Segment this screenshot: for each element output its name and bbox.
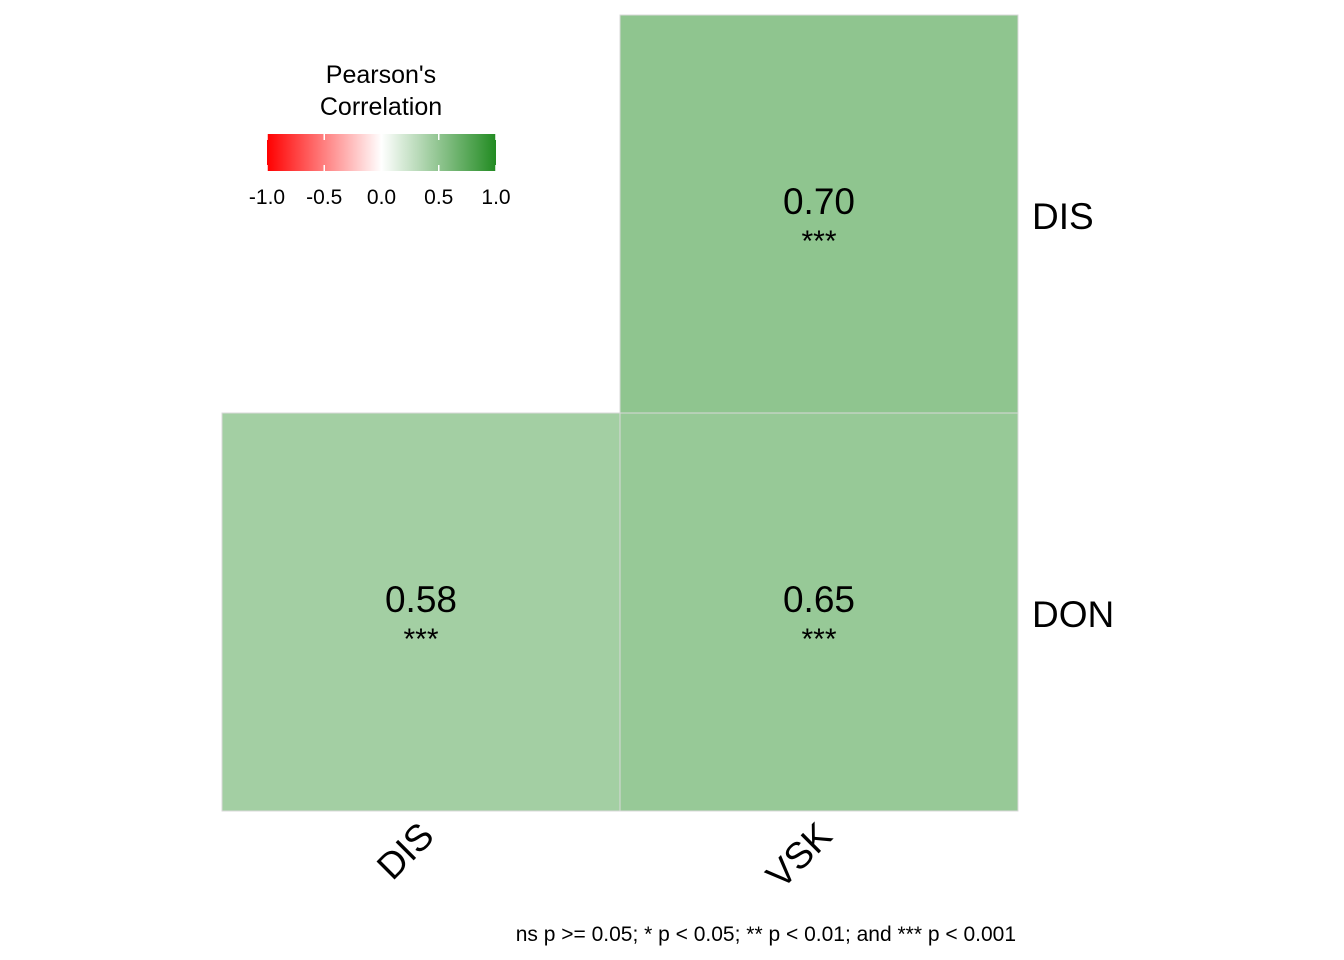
- x-axis-labels: DIS VSK: [369, 814, 840, 896]
- legend-tick-label: 1.0: [481, 186, 510, 209]
- cell-significance-label: ***: [801, 225, 836, 258]
- legend-title-line1: Pearson's: [326, 61, 436, 89]
- significance-caption: ns p >= 0.05; * p < 0.05; ** p < 0.01; a…: [516, 923, 1016, 946]
- cell-value-label: 0.58: [385, 579, 457, 620]
- y-label-don: DON: [1032, 594, 1114, 635]
- legend-tick-label: -0.5: [306, 186, 342, 209]
- legend-colorbar: [267, 134, 496, 171]
- legend-tick-label: 0.0: [367, 186, 396, 209]
- x-label-vsk: VSK: [758, 814, 840, 896]
- legend-tick-label: 0.5: [424, 186, 453, 209]
- cell-value-label: 0.65: [783, 579, 855, 620]
- cell-significance-label: ***: [403, 623, 438, 656]
- legend-title-line2: Correlation: [320, 93, 442, 121]
- heatmap-cell-don-dis: [221, 412, 621, 812]
- heatmap-cell-dis-vsk: [619, 14, 1019, 414]
- color-legend: Pearson's Correlation -1.0 -0.5 0.0 0.5 …: [249, 61, 511, 209]
- cell-significance-label: ***: [801, 623, 836, 656]
- legend-ticks: [266, 134, 497, 171]
- x-label-dis: DIS: [369, 815, 442, 888]
- y-axis-labels: DIS DON: [1032, 196, 1114, 635]
- y-label-dis: DIS: [1032, 196, 1094, 237]
- legend-tick-label: -1.0: [249, 186, 285, 209]
- cell-value-label: 0.70: [783, 181, 855, 222]
- heatmap-tiles: 0.70***0.58***0.65***: [221, 14, 1019, 812]
- legend-tick-labels: -1.0 -0.5 0.0 0.5 1.0: [249, 186, 511, 209]
- heatmap-cell-don-vsk: [619, 412, 1019, 812]
